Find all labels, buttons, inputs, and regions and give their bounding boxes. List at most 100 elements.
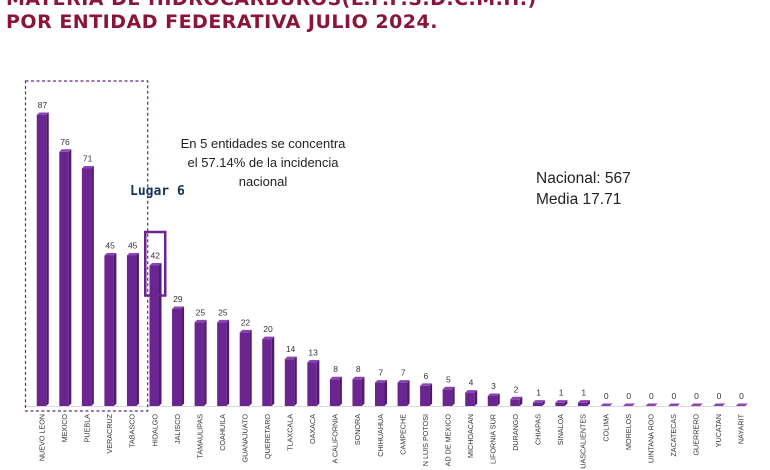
- category-label: JALISCO: [173, 414, 182, 444]
- chart-title-line-2: POR ENTIDAD FEDERATIVA JULIO 2024.: [6, 11, 438, 33]
- category-label: A CALIFORNIA: [331, 414, 340, 464]
- bar-cap: [713, 403, 726, 406]
- bar-side: [316, 360, 320, 406]
- bar-cap: [375, 380, 387, 383]
- bar-side: [68, 149, 72, 407]
- bar-cap: [194, 319, 207, 323]
- data-label: 71: [83, 154, 93, 164]
- bar-side: [271, 336, 275, 406]
- data-label: 14: [286, 344, 296, 354]
- data-label: 45: [105, 240, 115, 250]
- bar: [532, 402, 543, 406]
- bar-cap: [284, 356, 297, 360]
- bar-side: [91, 166, 94, 406]
- bar: [442, 389, 453, 406]
- bar-cap: [104, 252, 117, 256]
- data-label: 1: [536, 388, 541, 398]
- bar-side: [542, 400, 545, 406]
- bar: [487, 395, 498, 406]
- bar-cap: [59, 149, 72, 152]
- bar-side: [519, 396, 523, 406]
- data-label: 0: [739, 391, 744, 401]
- bar-cap: [81, 166, 94, 169]
- category-label: UASCALIENTES: [579, 414, 588, 469]
- bar-side: [407, 380, 410, 406]
- bar-cap: [735, 403, 748, 406]
- bar-side: [181, 306, 185, 406]
- bar: [194, 322, 205, 406]
- bar-cap: [690, 403, 703, 406]
- data-label: 0: [672, 391, 677, 401]
- data-label: 5: [446, 374, 451, 384]
- bar: [577, 402, 588, 406]
- category-label: MICHOACAN: [466, 414, 475, 458]
- bar-cap: [126, 252, 139, 256]
- bar-side: [113, 252, 117, 406]
- category-label: N LUIS POTOSI: [421, 414, 430, 466]
- bar: [397, 382, 408, 406]
- bar: [420, 385, 430, 406]
- category-label: QUERETARO: [263, 414, 272, 459]
- bar: [172, 309, 182, 406]
- bar-cap: [262, 336, 275, 340]
- category-label: MEXICO: [60, 414, 69, 443]
- bar-side: [249, 329, 252, 406]
- data-label: 25: [218, 307, 228, 317]
- data-label: 8: [356, 364, 361, 374]
- data-label: 0: [604, 391, 609, 401]
- category-label: LIFORNIA SUR: [489, 414, 498, 464]
- bar-side: [587, 400, 590, 406]
- data-label: 1: [559, 388, 564, 398]
- data-label: 2: [514, 384, 519, 394]
- bar: [555, 402, 565, 406]
- chart-title-line-1: MATERIA DE HIDROCARBUROS(L.F.P.S.D.C.M.H…: [6, 0, 537, 10]
- concentration-note: En 5 entidades se concentra el 57.14% de…: [180, 136, 346, 189]
- data-label: 7: [378, 368, 383, 378]
- bar: [329, 379, 340, 406]
- bar: [284, 359, 295, 406]
- category-label: YUCATAN: [714, 414, 723, 447]
- summary-stats: Nacional: 567 Media 17.71: [536, 168, 646, 210]
- category-label: GUANAJUATO: [240, 414, 249, 463]
- bar-cap: [352, 376, 365, 380]
- data-label: 8: [333, 364, 338, 374]
- category-label: CHIHUAHUA: [376, 414, 385, 457]
- national-total: Nacional: 567: [536, 170, 631, 187]
- category-label: SONORA: [353, 414, 362, 445]
- category-label: PUEBLA: [83, 414, 92, 443]
- data-label: 3: [491, 381, 496, 391]
- category-label: GUERRERO: [691, 414, 700, 456]
- bar-cap: [149, 263, 162, 266]
- category-label: NAYARIT: [737, 413, 746, 444]
- bar: [352, 379, 362, 406]
- bar-cap: [420, 383, 433, 386]
- bar-cap: [172, 306, 185, 309]
- bar-cap: [465, 390, 478, 393]
- category-label: UINTANA ROO: [646, 414, 655, 463]
- bar: [217, 322, 227, 406]
- bar-side: [361, 376, 365, 406]
- bar-cap: [510, 396, 523, 400]
- category-label: VERACRUZ: [105, 413, 114, 453]
- category-label: NUEVO LEON: [38, 414, 47, 461]
- bar: [149, 265, 159, 406]
- data-label: 7: [401, 368, 406, 378]
- rank-label: Lugar 6: [130, 184, 185, 199]
- bar: [465, 392, 475, 406]
- bar: [59, 151, 69, 406]
- category-label: SINALOA: [556, 414, 565, 445]
- national-mean: Media 17.71: [536, 191, 622, 208]
- bar-cap: [397, 380, 410, 383]
- bar: [36, 115, 47, 406]
- bar-side: [339, 376, 342, 406]
- bar: [307, 362, 317, 406]
- bar-cap: [645, 403, 658, 406]
- bar: [375, 382, 385, 406]
- bar-side: [384, 380, 387, 406]
- bar-side: [159, 263, 162, 406]
- bar-side: [136, 252, 139, 406]
- bar-side: [564, 400, 568, 406]
- bar-cap: [307, 360, 320, 363]
- data-label: 76: [60, 137, 70, 147]
